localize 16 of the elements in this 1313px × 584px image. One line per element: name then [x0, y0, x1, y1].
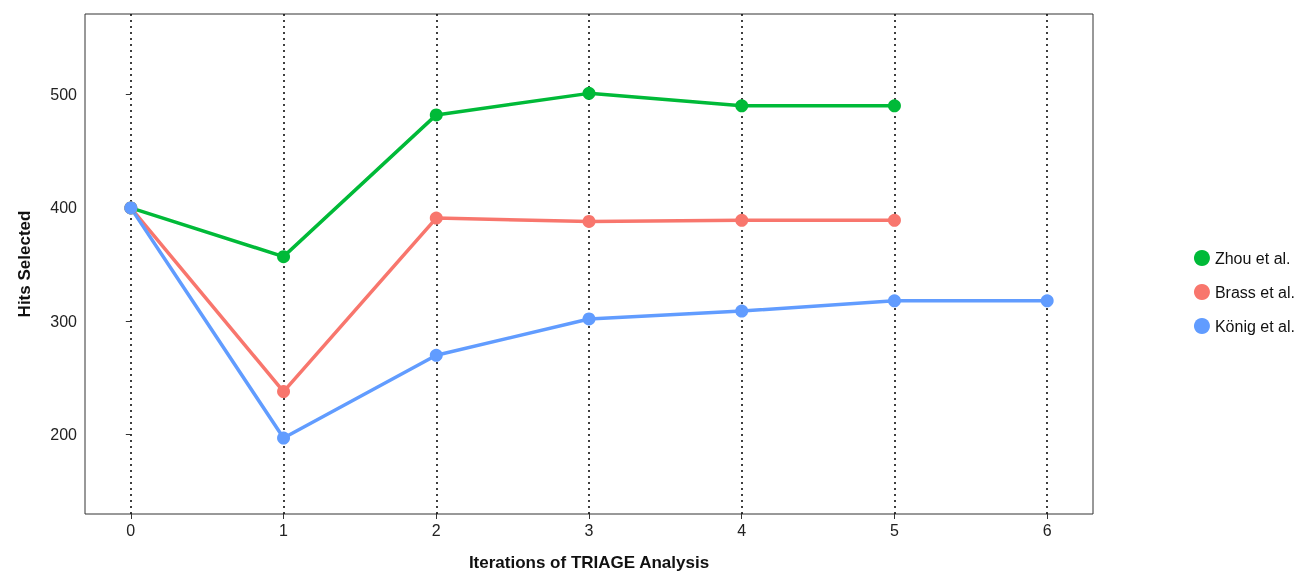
- x-tick-label: 1: [279, 521, 289, 539]
- x-tick-label: 5: [890, 521, 899, 539]
- x-tick-label: 2: [431, 521, 441, 539]
- y-tick-label: 500: [50, 86, 78, 103]
- y-axis-title: Hits Selected: [15, 210, 34, 318]
- legend-label: König et al.: [1214, 317, 1296, 335]
- legend-label: Brass et al.: [1214, 283, 1295, 301]
- y-tick-label: 200: [50, 426, 78, 444]
- x-tick-label: 4: [737, 521, 747, 539]
- y-tick-label: 400: [50, 199, 78, 217]
- y-tick-label: 300: [50, 312, 78, 330]
- x-tick-label: 0: [126, 521, 136, 539]
- x-tick-label: 6: [1042, 521, 1052, 539]
- x-axis-title: Iterations of TRIAGE Analysis: [468, 553, 710, 572]
- x-tick-label: 3: [584, 521, 594, 539]
- legend-label: Zhou et al.: [1214, 249, 1291, 267]
